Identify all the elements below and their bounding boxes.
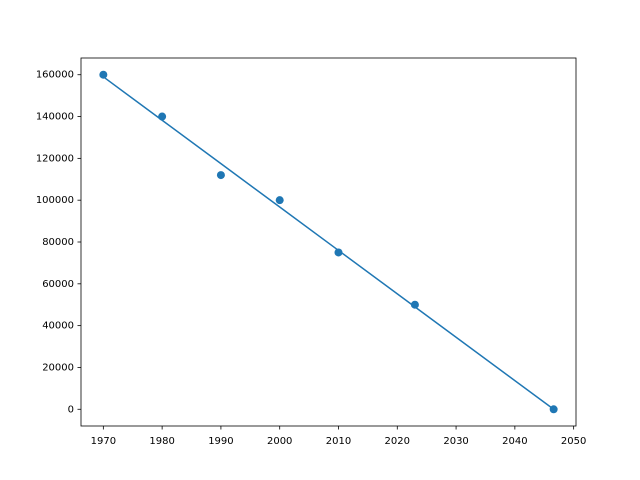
y-tick-label: 80000 xyxy=(42,237,74,248)
x-tick-label: 2030 xyxy=(443,436,468,447)
y-tick-label: 140000 xyxy=(36,112,74,123)
x-tick-label: 2010 xyxy=(326,436,351,447)
x-tick-label: 1990 xyxy=(208,436,233,447)
y-tick-label: 60000 xyxy=(42,279,74,290)
plot-frame xyxy=(80,57,577,427)
point xyxy=(410,300,419,309)
x-tick-label: 2000 xyxy=(267,436,292,447)
y-tick-label: 120000 xyxy=(36,153,74,164)
y-tick-label: 40000 xyxy=(42,321,74,332)
point xyxy=(99,70,108,79)
y-tick-label: 100000 xyxy=(36,195,74,206)
point xyxy=(275,196,284,205)
x-tick-label: 2020 xyxy=(385,436,410,447)
point xyxy=(334,248,343,257)
y-tick-label: 0 xyxy=(68,404,74,415)
x-tick-label: 1970 xyxy=(91,436,116,447)
point xyxy=(216,171,225,180)
x-tick-label: 2040 xyxy=(502,436,527,447)
x-tick-label: 2050 xyxy=(561,436,586,447)
line xyxy=(102,76,555,410)
x-tick-label: 1980 xyxy=(149,436,174,447)
y-tick-label: 160000 xyxy=(36,70,74,81)
y-tick-label: 20000 xyxy=(42,362,74,373)
